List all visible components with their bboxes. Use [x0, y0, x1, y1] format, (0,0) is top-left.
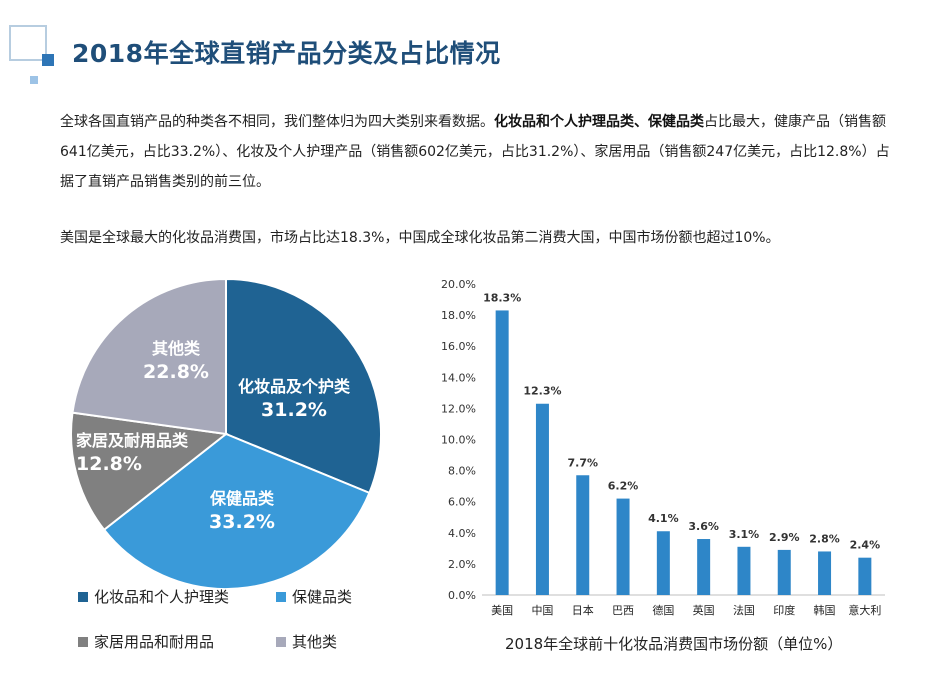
- x-tick-label: 美国: [491, 604, 513, 617]
- bar: [777, 549, 791, 595]
- x-tick-label: 英国: [693, 603, 715, 617]
- intro-paragraph-1: 全球各国直销产品的种类各不相同，我们整体归为四大类别来看数据。化妆品和个人护理品…: [60, 107, 892, 197]
- pie-slice-label: 家居及耐用品类: [76, 431, 189, 450]
- legend-label: 家居用品和耐用品: [94, 633, 215, 651]
- pie-slice-label: 化妆品及个护类: [238, 377, 351, 396]
- x-tick-label: 德国: [652, 603, 674, 617]
- bar-data-label: 4.1%: [648, 512, 679, 525]
- legend-item: 其他类: [276, 631, 406, 652]
- y-tick-label: 16.0%: [441, 340, 476, 353]
- bar-data-label: 6.2%: [608, 480, 639, 493]
- pie-slice: [71, 277, 227, 436]
- logo-icon: [9, 25, 54, 84]
- y-tick-label: 14.0%: [441, 371, 476, 384]
- bar-data-label: 2.9%: [769, 531, 800, 544]
- legend-item: 化妆品和个人护理类: [78, 586, 276, 607]
- pie-slice: [70, 411, 229, 532]
- page-title: 2018年全球直销产品分类及占比情况: [72, 39, 501, 68]
- bar-data-label: 3.1%: [729, 528, 760, 541]
- x-tick-label: 韩国: [814, 603, 836, 617]
- legend-label: 化妆品和个人护理类: [94, 588, 230, 606]
- pie-chart: 化妆品及个护类 31.2% 保健品类 33.2% 家居及耐用品类 12.8% 其他类 22.8…: [70, 277, 383, 590]
- legend-swatch: [78, 636, 88, 647]
- x-tick-label: 日本: [572, 603, 594, 617]
- y-tick-label: 0.0%: [448, 589, 476, 602]
- bar-data-label: 3.6%: [688, 520, 719, 533]
- bar: [576, 475, 590, 595]
- pie-slice-value: 12.8%: [76, 453, 142, 475]
- bar-data-label: 7.7%: [567, 456, 598, 469]
- bar: [858, 557, 872, 595]
- y-tick-label: 6.0%: [448, 496, 476, 509]
- y-tick-label: 2.0%: [448, 558, 476, 571]
- intro-bold-text: 化妆品和个人护理品类、保健品类: [494, 114, 704, 130]
- bar: [697, 539, 711, 595]
- bar-data-label: 12.3%: [523, 385, 561, 398]
- pie-slice-value: 33.2%: [209, 511, 275, 533]
- pie-slice-label: 其他类: [152, 339, 201, 358]
- x-tick-label: 法国: [733, 603, 755, 617]
- intro-paragraph-2: 美国是全球最大的化妆品消费国，市场占比达18.3%，中国成全球化妆品第二消费大国…: [60, 230, 780, 246]
- pie-slice-value: 22.8%: [143, 361, 209, 383]
- legend-label: 保健品类: [292, 588, 353, 606]
- bar: [656, 531, 670, 595]
- pie-slice: [102, 432, 371, 590]
- y-tick-label: 10.0%: [441, 434, 476, 447]
- legend-swatch: [276, 636, 286, 647]
- intro-tail-text: 占比最大，健康产品（销售额641亿美元，占比33.2%）、化妆及个人护理产品（销…: [60, 114, 890, 190]
- x-tick-label: 印度: [773, 603, 795, 617]
- bar: [818, 551, 832, 595]
- bar: [616, 498, 630, 595]
- x-tick-label: 巴西: [612, 604, 634, 617]
- y-tick-label: 18.0%: [441, 309, 476, 322]
- intro-lead-text: 全球各国直销产品的种类各不相同，我们整体归为四大类别来看数据。: [60, 114, 494, 130]
- bar: [535, 403, 549, 595]
- y-tick-label: 8.0%: [448, 465, 476, 478]
- legend-item: 家居用品和耐用品: [78, 631, 276, 652]
- pie-slice-label: 保健品类: [209, 489, 275, 508]
- y-tick-label: 20.0%: [441, 278, 476, 291]
- bar: [737, 546, 751, 595]
- y-tick-label: 4.0%: [448, 527, 476, 540]
- bar: [495, 310, 509, 595]
- bar-chart-title: 2018年全球前十化妆品消费国市场份额（单位%）: [505, 635, 843, 653]
- x-tick-label: 中国: [531, 604, 553, 617]
- legend-swatch: [78, 591, 88, 602]
- legend-item: 保健品类: [276, 586, 406, 607]
- pie-slice: [225, 277, 383, 495]
- bar-data-label: 18.3%: [483, 291, 521, 304]
- bar-data-label: 2.4%: [850, 539, 881, 552]
- legend-swatch: [276, 591, 286, 602]
- pie-slice-value: 31.2%: [261, 399, 327, 421]
- bar-data-label: 2.8%: [809, 532, 840, 545]
- pie-legend: 化妆品和个人护理类 保健品类家居用品和耐用品 其他类: [78, 586, 398, 652]
- y-tick-label: 12.0%: [441, 402, 476, 415]
- legend-label: 其他类: [292, 633, 338, 651]
- x-tick-label: 意大利: [848, 603, 881, 617]
- bar-chart: 0.0% 2.0% 4.0% 6.0% 8.0% 10.0% 12.0% 14.0% 16.0%…: [441, 278, 885, 617]
